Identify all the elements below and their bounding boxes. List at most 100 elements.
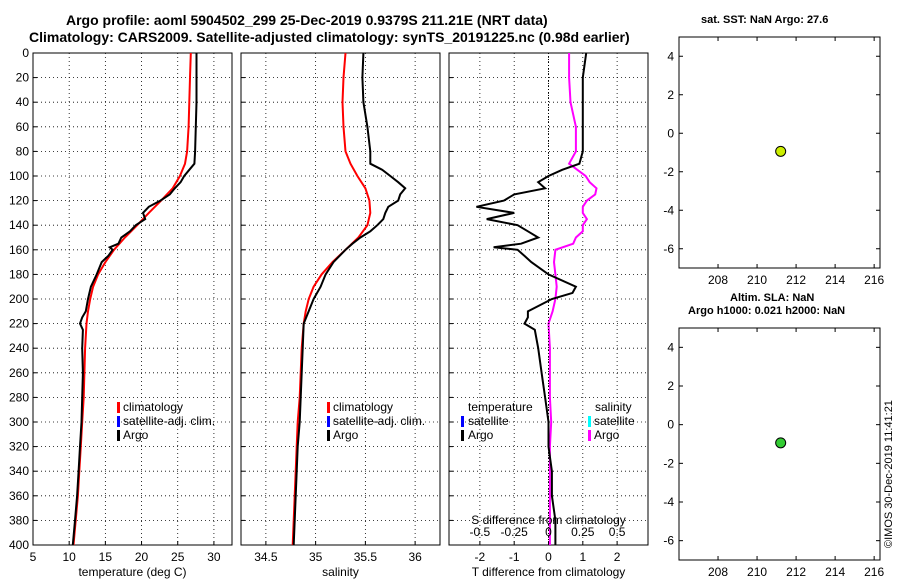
x-tick-label: -2 <box>475 550 486 564</box>
diff-legend-swatch-s <box>588 430 591 441</box>
diff-legend-label-s: satellite <box>594 414 635 428</box>
salinity-climatology-line <box>291 52 372 546</box>
x-axis-label: salinity <box>322 565 359 579</box>
sla-y-tick-label: 4 <box>667 340 674 354</box>
y-tick-label: 80 <box>16 144 30 158</box>
x-tick-label: 2 <box>614 550 621 564</box>
x-axis-label: T difference from climatology <box>472 565 626 579</box>
x-axis-label: temperature (deg C) <box>78 565 186 579</box>
sst-y-tick-label: 2 <box>667 88 674 102</box>
y-tick-label: 20 <box>16 71 30 85</box>
s-tick-label: -0.25 <box>501 525 529 539</box>
salinity-legend-swatch <box>327 430 330 441</box>
sst-argo-marker <box>775 145 787 157</box>
diff-legend-label-t: satellite <box>468 414 509 428</box>
title-line-2: Climatology: CARS2009. Satellite-adjuste… <box>29 29 630 45</box>
y-tick-label: 40 <box>16 95 30 109</box>
y-tick-label: 240 <box>9 341 29 355</box>
diff-legend-title-t: temperature <box>468 400 533 414</box>
salinity-legend-label: satellite-adj. clim. <box>333 414 425 428</box>
sst-axes-frame <box>678 36 881 269</box>
s-axis-label: S difference from climatology <box>471 513 626 527</box>
sst-y-tick-label: 0 <box>667 126 674 140</box>
sst-x-tick-label: 212 <box>786 273 806 287</box>
sla-y-tick-label: 0 <box>667 418 674 432</box>
salinity-legend-label: climatology <box>333 400 393 414</box>
x-tick-label: 15 <box>99 550 113 564</box>
title-line-1: Argo profile: aoml 5904502_299 25-Dec-20… <box>66 12 548 28</box>
y-tick-label: 220 <box>9 317 29 331</box>
y-tick-label: 100 <box>9 169 29 183</box>
y-tick-label: 200 <box>9 292 29 306</box>
y-tick-label: 160 <box>9 243 29 257</box>
y-tick-label: 300 <box>9 415 29 429</box>
x-tick-label: 5 <box>30 550 37 564</box>
temperature-legend-swatch <box>117 430 120 441</box>
sla-y-tick-label: -6 <box>663 534 674 548</box>
s-tick-label: 0 <box>545 525 552 539</box>
axes-frame <box>32 52 233 546</box>
s-tick-label: 0.5 <box>609 525 626 539</box>
y-tick-label: 260 <box>9 366 29 380</box>
temperature-legend-swatch <box>117 402 120 413</box>
sst-x-tick-label: 210 <box>747 273 767 287</box>
y-tick-label: 140 <box>9 218 29 232</box>
sla-title-1: Altim. SLA: NaN <box>730 292 815 304</box>
diff-legend-label-t: Argo <box>468 428 494 442</box>
temperature-legend-label: climatology <box>123 400 183 414</box>
diff-legend-label-s: Argo <box>594 428 620 442</box>
y-tick-label: 360 <box>9 489 29 503</box>
diff-legend-swatch-t <box>461 416 464 427</box>
y-tick-label: 400 <box>9 538 29 552</box>
s-tick-label: 0.25 <box>571 525 595 539</box>
sst-x-tick-label: 208 <box>708 273 728 287</box>
temperature-argo-line <box>71 53 198 546</box>
sst-y-tick-label: -6 <box>663 242 674 256</box>
y-tick-label: 280 <box>9 390 29 404</box>
y-tick-label: 320 <box>9 440 29 454</box>
y-tick-label: 380 <box>9 513 29 527</box>
sla-title-2: Argo h1000: 0.021 h2000: NaN <box>688 305 846 317</box>
x-tick-label: 10 <box>63 550 77 564</box>
sst-y-tick-label: -4 <box>663 203 674 217</box>
x-tick-label: 0 <box>545 550 552 564</box>
diff-legend-swatch-s <box>588 416 591 427</box>
sst-x-tick-label: 216 <box>864 273 884 287</box>
x-tick-label: 25 <box>171 550 185 564</box>
sla-y-tick-label: 2 <box>667 379 674 393</box>
s-tick-label: -0.5 <box>470 525 491 539</box>
y-tick-label: 340 <box>9 464 29 478</box>
sla-x-tick-label: 210 <box>747 565 767 579</box>
salinity-legend-swatch <box>327 416 330 427</box>
diff-legend-title-s: salinity <box>595 400 632 414</box>
x-tick-label: 35 <box>309 550 323 564</box>
y-tick-label: 0 <box>22 46 29 60</box>
temperature-difference-line <box>476 52 588 545</box>
temperature-legend-label: satellite-adj. clim. <box>123 414 215 428</box>
salinity-difference-line <box>547 53 598 545</box>
sst-title: sat. SST: NaN Argo: 27.6 <box>701 14 829 26</box>
axes-frame <box>240 52 441 546</box>
temperature-legend-label: Argo <box>123 428 149 442</box>
sst-y-tick-label: 4 <box>667 49 674 63</box>
salinity-legend-swatch <box>327 402 330 413</box>
x-tick-label: 35.5 <box>354 550 378 564</box>
sla-y-tick-label: -2 <box>663 456 674 470</box>
temperature-legend-swatch <box>117 416 120 427</box>
sla-x-tick-label: 214 <box>825 565 845 579</box>
sla-y-tick-label: -4 <box>663 495 674 509</box>
diff-legend-swatch-t <box>461 430 464 441</box>
y-tick-label: 60 <box>16 120 30 134</box>
x-tick-label: 36 <box>408 550 422 564</box>
x-tick-label: 30 <box>207 550 221 564</box>
sla-argo-marker <box>775 437 787 449</box>
x-tick-label: 1 <box>579 550 586 564</box>
x-tick-label: 34.5 <box>254 550 278 564</box>
sla-x-tick-label: 208 <box>708 565 728 579</box>
sla-axes-frame <box>678 327 881 561</box>
y-tick-label: 120 <box>9 194 29 208</box>
salinity-argo-line <box>292 52 407 546</box>
x-tick-label: 20 <box>135 550 149 564</box>
sla-x-tick-label: 216 <box>864 565 884 579</box>
